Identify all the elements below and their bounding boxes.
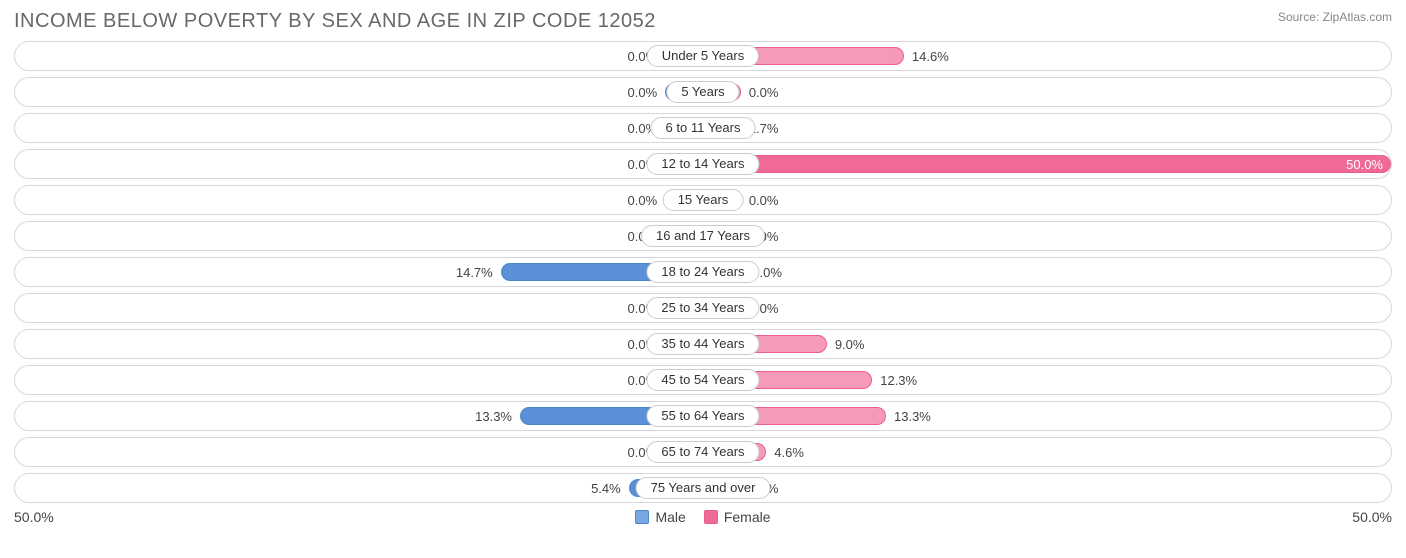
axis-right-max: 50.0% [1352,509,1392,525]
age-group-label: 45 to 54 Years [646,369,759,391]
age-group-label: 35 to 44 Years [646,333,759,355]
source-attribution: Source: ZipAtlas.com [1278,10,1392,24]
female-bar [703,155,1391,173]
age-group-label: 5 Years [666,81,739,103]
female-value-label: 4.6% [774,438,804,466]
chart-row: 0.0%12.3%45 to 54 Years [14,365,1392,395]
female-value-label: 50.0% [1346,150,1383,178]
female-value-label: 12.3% [880,366,917,394]
male-value-label: 0.0% [628,78,658,106]
diverging-bar-chart: 0.0%14.6%Under 5 Years0.0%0.0%5 Years0.0… [14,41,1392,503]
legend-item-female: Female [704,509,771,525]
male-value-label: 5.4% [591,474,621,502]
female-swatch-icon [704,510,718,524]
chart-row: 0.0%50.0%12 to 14 Years [14,149,1392,179]
age-group-label: 75 Years and over [636,477,771,499]
chart-row: 5.4%0.0%75 Years and over [14,473,1392,503]
male-value-label: 13.3% [475,402,512,430]
chart-row: 0.0%0.0%16 and 17 Years [14,221,1392,251]
legend: Male Female [635,509,770,525]
age-group-label: Under 5 Years [647,45,759,67]
chart-row: 13.3% 13.3% 55 to 64 Years [14,401,1392,431]
chart-row: 0.0%9.0%35 to 44 Years [14,329,1392,359]
male-value-label: 14.7% [456,258,493,286]
chart-row: 0.0% 0.0% 5 Years [14,77,1392,107]
female-value-label: 0.0% [749,78,779,106]
age-group-label: 15 Years [663,189,744,211]
chart-row: 0.0%4.6%65 to 74 Years [14,437,1392,467]
male-value-label: 0.0% [628,186,658,214]
age-group-label: 55 to 64 Years [646,405,759,427]
male-swatch-icon [635,510,649,524]
female-value-label: 0.0% [749,186,779,214]
chart-row: 0.0%0.0%25 to 34 Years [14,293,1392,323]
chart-title: INCOME BELOW POVERTY BY SEX AND AGE IN Z… [14,10,656,33]
legend-item-male: Male [635,509,685,525]
chart-row: 14.7%3.0%18 to 24 Years [14,257,1392,287]
legend-female-label: Female [724,509,771,525]
age-group-label: 6 to 11 Years [651,117,756,139]
age-group-label: 16 and 17 Years [641,225,765,247]
age-group-label: 18 to 24 Years [646,261,759,283]
age-group-label: 65 to 74 Years [646,441,759,463]
female-value-label: 13.3% [894,402,931,430]
age-group-label: 25 to 34 Years [646,297,759,319]
legend-male-label: Male [655,509,685,525]
chart-row: 0.0%1.7%6 to 11 Years [14,113,1392,143]
chart-row: 0.0% 0.0%15 Years [14,185,1392,215]
age-group-label: 12 to 14 Years [646,153,759,175]
chart-row: 0.0%14.6%Under 5 Years [14,41,1392,71]
female-value-label: 14.6% [912,42,949,70]
axis-left-max: 50.0% [14,509,54,525]
female-value-label: 9.0% [835,330,865,358]
